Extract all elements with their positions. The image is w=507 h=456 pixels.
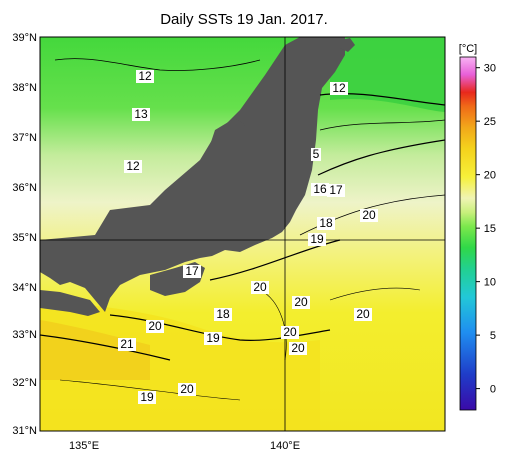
colorbar-tick-label: 0: [490, 384, 496, 396]
contour-value-label: 21: [118, 337, 136, 351]
contour-value-label: 5: [311, 147, 321, 161]
contour-value-label: 20: [360, 208, 378, 222]
contour-value-label: 20: [146, 319, 164, 333]
latitude-label: 36°N: [12, 182, 37, 194]
svg-text:20: 20: [148, 319, 162, 333]
contour-value-label: 20: [251, 280, 269, 294]
svg-text:20: 20: [362, 208, 376, 222]
longitude-label: 135°E: [69, 440, 99, 452]
contour-value-label: 20: [292, 295, 310, 309]
longitude-labels: 135°E 140°E: [69, 440, 300, 452]
contour-value-label: 19: [204, 331, 222, 345]
warmest-water-region: [40, 320, 150, 380]
svg-text:20: 20: [294, 295, 308, 309]
colorbar-unit: [°C]: [459, 43, 477, 55]
land-honshu: [40, 37, 345, 312]
svg-text:20: 20: [356, 307, 370, 321]
latitude-label: 33°N: [12, 329, 37, 341]
warm-current-region: [40, 300, 320, 431]
svg-text:13: 13: [134, 107, 148, 121]
contour-value-label: 19: [308, 232, 326, 246]
latitude-labels: 39°N 38°N 37°N 36°N 35°N 34°N 33°N 32°N 31°N: [12, 32, 37, 437]
svg-text:17: 17: [185, 264, 199, 278]
contour-value-label: 13: [132, 107, 150, 121]
svg-text:19: 19: [206, 331, 220, 345]
colorbar-tick-label: 15: [484, 223, 496, 235]
map-frame: [39, 36, 446, 432]
svg-text:21: 21: [120, 337, 134, 351]
contour-value-label: 16: [311, 182, 329, 196]
svg-text:18: 18: [216, 307, 230, 321]
land-noto: [205, 118, 245, 165]
colorbar-ticks: 30 25 20 15 10 5 0: [476, 63, 496, 396]
svg-text:19: 19: [140, 390, 154, 404]
contour-value-label: 12: [136, 69, 154, 83]
svg-text:12: 12: [138, 69, 152, 83]
svg-text:17: 17: [329, 183, 343, 197]
colorbar-tick-label: 10: [484, 277, 496, 289]
contour-value-label: 12: [330, 81, 348, 95]
colorbar-tick-label: 30: [484, 63, 496, 75]
svg-text:19: 19: [310, 232, 324, 246]
latitude-label: 39°N: [12, 32, 37, 44]
contour-value-label: 17: [183, 264, 201, 278]
svg-text:20: 20: [253, 280, 267, 294]
longitude-label: 140°E: [270, 440, 300, 452]
contour-value-label: 20: [354, 307, 372, 321]
svg-text:18: 18: [319, 216, 333, 230]
svg-text:20: 20: [283, 325, 297, 339]
contour-value-label: 18: [317, 216, 335, 230]
colorbar-tick-label: 20: [484, 170, 496, 182]
latitude-label: 35°N: [12, 232, 37, 244]
contour-value-label: 20: [178, 382, 196, 396]
svg-text:12: 12: [126, 159, 140, 173]
svg-text:20: 20: [291, 341, 305, 355]
colorbar-tick-label: 5: [490, 330, 496, 342]
map-title: Daily SSTs 19 Jan. 2017.: [160, 11, 328, 28]
contour-value-label: 18: [214, 307, 232, 321]
map-area: [40, 37, 445, 431]
svg-text:12: 12: [332, 81, 346, 95]
cold-water-northeast: [330, 37, 445, 112]
svg-text:20: 20: [180, 382, 194, 396]
svg-text:16: 16: [313, 182, 327, 196]
colorbar-scale: [459, 56, 477, 411]
contour-value-label: 20: [281, 325, 299, 339]
colorbar-tick-label: 25: [484, 116, 496, 128]
contour-value-label: 20: [289, 341, 307, 355]
svg-text:5: 5: [313, 147, 320, 161]
latitude-label: 31°N: [12, 425, 37, 437]
land-shikoku: [40, 290, 100, 316]
colorbar: [°C] 30 25 20 15 10 5 0: [459, 43, 496, 411]
contour-value-label: 19: [138, 390, 156, 404]
contour-value-label: 12: [124, 159, 142, 173]
land-sado: [340, 38, 355, 52]
latitude-label: 38°N: [12, 82, 37, 94]
latitude-label: 34°N: [12, 282, 37, 294]
latitude-label: 37°N: [12, 132, 37, 144]
contour-value-label: 17: [327, 183, 345, 197]
latitude-label: 32°N: [12, 377, 37, 389]
